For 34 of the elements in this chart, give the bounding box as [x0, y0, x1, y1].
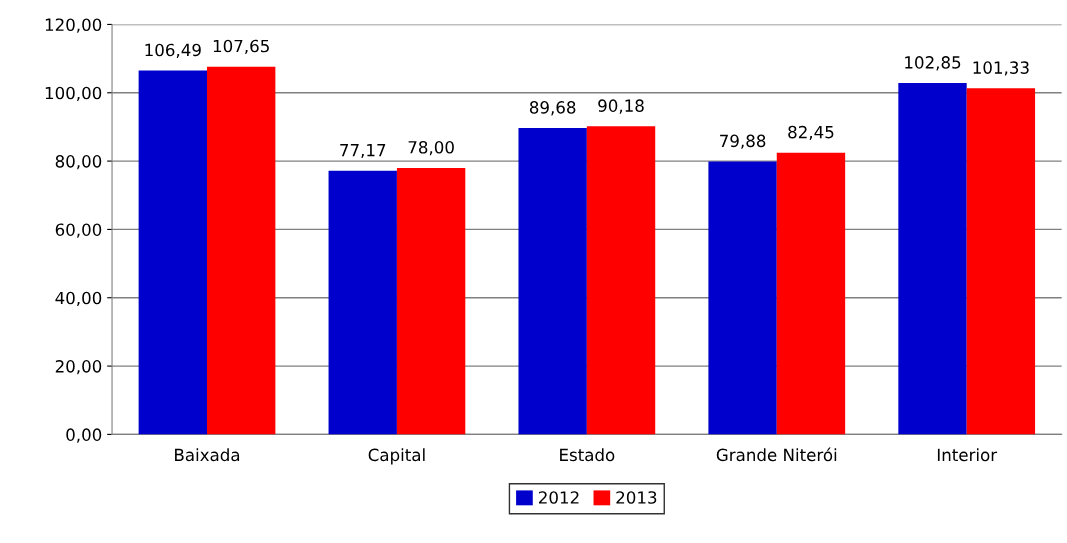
data-label: 89,68: [529, 101, 576, 116]
x-tick-label: Estado: [560, 448, 615, 462]
data-label: 102,85: [905, 56, 961, 71]
data-label: 77,17: [340, 144, 386, 159]
data-label: 90,18: [598, 99, 644, 114]
x-tick-label: Capital: [368, 448, 425, 465]
x-tick-label: Interior: [937, 448, 998, 462]
bar: [328, 170, 397, 435]
y-tick-label: 0,00: [66, 428, 102, 443]
bar: [776, 152, 846, 435]
y-tick-label: 60,00: [55, 223, 102, 238]
data-label: 106,49: [145, 43, 201, 58]
data-label: 101,33: [973, 61, 1029, 76]
data-label: 78,00: [408, 140, 454, 156]
x-tick-label: Grande Niterói: [716, 447, 837, 462]
bar: [207, 66, 276, 435]
bar: [586, 126, 656, 435]
y-tick-label: 40,00: [55, 291, 102, 307]
x-tick-label: Baixada: [175, 448, 240, 462]
y-tick-label: 100,00: [45, 86, 102, 102]
bar: [966, 88, 1036, 435]
bar: [898, 83, 967, 435]
data-label: 107,65: [213, 39, 269, 54]
bar: [396, 167, 466, 435]
legend-label: 2013: [616, 491, 657, 504]
bar: [518, 128, 587, 435]
y-tick-label: 120,00: [45, 18, 102, 33]
bar: [708, 161, 777, 435]
legend-label: 2012: [538, 491, 579, 504]
data-label: 82,45: [788, 125, 834, 141]
y-tick-label: 20,00: [55, 360, 102, 375]
data-label: 79,88: [720, 134, 766, 149]
y-tick-label: 80,00: [55, 155, 102, 170]
bar: [138, 70, 207, 435]
